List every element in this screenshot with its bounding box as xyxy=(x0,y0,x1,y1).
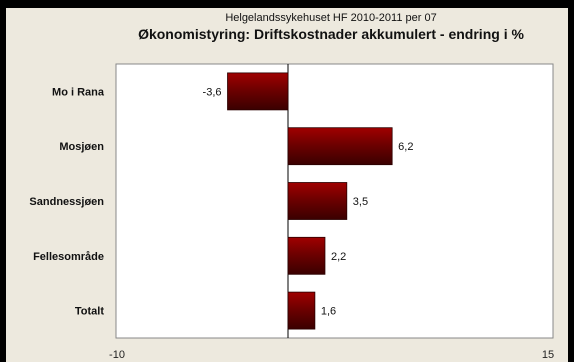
category-label: Mosjøen xyxy=(59,141,104,153)
x-tick-label: 15 xyxy=(542,349,554,361)
bar xyxy=(287,127,393,166)
value-label: -3,6 xyxy=(203,86,222,98)
chart-title: Økonomistyring: Driftskostnader akkumule… xyxy=(138,26,524,42)
category-label: Totalt xyxy=(75,306,104,318)
x-tick-label: -10 xyxy=(109,349,125,361)
value-label: 3,5 xyxy=(353,196,368,208)
value-label: 1,6 xyxy=(321,306,336,318)
bar xyxy=(287,182,348,220)
bar xyxy=(287,236,326,275)
bar xyxy=(227,72,289,111)
category-label: Sandnessjøen xyxy=(29,196,104,208)
value-label: 6,2 xyxy=(398,141,413,153)
category-label: Fellesområde xyxy=(33,251,104,263)
value-label: 2,2 xyxy=(331,251,346,263)
bar xyxy=(287,291,316,330)
category-label: Mo i Rana xyxy=(52,86,105,98)
chart-supertitle: Helgelandssykehuset HF 2010-2011 per 07 xyxy=(225,12,437,24)
